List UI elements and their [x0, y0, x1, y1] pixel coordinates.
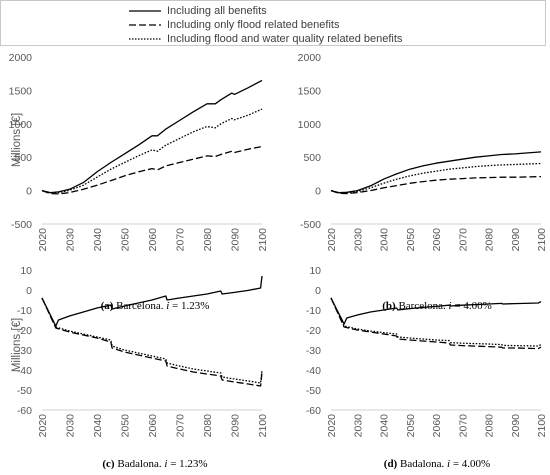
- y-tick-label: -40: [306, 365, 321, 377]
- x-tick-label: 2060: [431, 414, 443, 438]
- x-tick-label: 2100: [257, 228, 269, 252]
- x-tick-label: 2070: [457, 228, 469, 252]
- y-tick-label: 500: [14, 152, 32, 164]
- y-tick-label: 0: [26, 186, 32, 198]
- y-tick-label: -20: [17, 325, 32, 337]
- y-axis-label: Millions [€]: [11, 318, 23, 372]
- series-line-dotted: [41, 108, 263, 194]
- series-line-solid: [41, 79, 263, 194]
- x-tick-label: 2050: [405, 228, 417, 252]
- y-tick-label: -500: [300, 219, 321, 231]
- x-tick-label: 2040: [379, 414, 391, 438]
- y-tick-label: 2000: [298, 52, 322, 64]
- y-tick-label: 1000: [9, 119, 33, 131]
- y-tick-label: -60: [17, 405, 32, 417]
- y-tick-label: 2000: [9, 52, 33, 64]
- x-tick-label: 2100: [536, 414, 548, 438]
- series-line-long-dash: [330, 175, 542, 195]
- x-tick-label: 2060: [431, 228, 443, 252]
- legend-label: Including all benefits: [167, 5, 267, 17]
- y-tick-label: -500: [11, 219, 32, 231]
- x-tick-label: 2070: [457, 414, 469, 438]
- y-axis-label: Millions [€]: [11, 113, 23, 167]
- y-tick-label: 1000: [298, 119, 322, 131]
- chart-caption: (c) Badalona. i = 1.23%: [102, 458, 207, 470]
- x-tick-label: 2020: [37, 414, 49, 438]
- x-tick-label: 2020: [326, 228, 338, 252]
- x-tick-label: 2050: [405, 414, 417, 438]
- series-line-dotted: [330, 162, 542, 194]
- x-tick-label: 2040: [92, 414, 104, 438]
- chart-1: -500 0 500 1000 1500 2000 2020 2030 2040 2050 2060…: [9, 52, 269, 312]
- x-tick-label: 2040: [379, 228, 391, 252]
- x-tick-label: 2090: [230, 228, 242, 252]
- y-tick-label: -40: [17, 365, 32, 377]
- x-tick-label: 2090: [510, 228, 522, 252]
- y-tick-label: 1500: [9, 85, 33, 97]
- chart-caption: (d) Badalona. i = 4.00%: [384, 458, 490, 470]
- y-tick-label: -20: [306, 325, 321, 337]
- x-tick-label: 2020: [37, 228, 49, 252]
- series-line-dotted: [330, 297, 542, 347]
- y-tick-label: 0: [315, 285, 321, 297]
- legend-item-flood: Including only flood related benefits: [129, 19, 529, 33]
- x-tick-label: 2080: [202, 414, 214, 438]
- x-tick-label: 2060: [147, 414, 159, 438]
- legend-label: Including only flood related benefits: [167, 19, 340, 31]
- y-tick-label: 10: [309, 265, 321, 277]
- legend-swatch-solid: [129, 10, 161, 12]
- y-tick-label: -50: [306, 385, 321, 397]
- legend-label: Including flood and water quality relate…: [167, 33, 403, 45]
- x-tick-label: 2050: [120, 414, 132, 438]
- x-tick-label: 2030: [352, 228, 364, 252]
- y-tick-label: -30: [17, 345, 32, 357]
- x-tick-label: 2070: [175, 228, 187, 252]
- x-tick-label: 2080: [484, 228, 496, 252]
- x-tick-label: 2070: [175, 414, 187, 438]
- legend: Including all benefits Including only fl…: [0, 0, 546, 46]
- y-tick-label: -10: [306, 305, 321, 317]
- x-tick-label: 2090: [510, 414, 522, 438]
- series-line-solid: [330, 151, 542, 194]
- y-tick-label: -50: [17, 385, 32, 397]
- x-tick-label: 2050: [120, 228, 132, 252]
- y-tick-label: 1500: [298, 85, 322, 97]
- series-line-long-dash: [41, 145, 263, 195]
- x-tick-label: 2030: [65, 228, 77, 252]
- y-tick-label: 0: [315, 186, 321, 198]
- legend-swatch-dashed: [129, 24, 161, 26]
- x-tick-label: 2030: [65, 414, 77, 438]
- series-line-solid: [41, 275, 263, 327]
- chart-caption: (a) Barcelona. i = 1.23%: [101, 300, 210, 312]
- x-tick-label: 2040: [92, 228, 104, 252]
- series-line-solid: [330, 297, 542, 325]
- y-tick-label: 0: [26, 285, 32, 297]
- y-tick-label: -30: [306, 345, 321, 357]
- x-tick-label: 2060: [147, 228, 159, 252]
- y-tick-label: -60: [306, 405, 321, 417]
- x-tick-label: 2090: [230, 414, 242, 438]
- x-tick-label: 2100: [536, 228, 548, 252]
- x-tick-label: 2100: [257, 414, 269, 438]
- legend-item-flood-water: Including flood and water quality relate…: [129, 33, 529, 47]
- y-tick-label: 10: [20, 265, 32, 277]
- legend-item-all: Including all benefits: [129, 5, 529, 19]
- y-tick-label: -10: [17, 305, 32, 317]
- x-tick-label: 2020: [326, 414, 338, 438]
- chart-2: -500 0 500 1000 1500 2000 2020 2030 2040 2050 2060…: [298, 52, 548, 312]
- chart-3: -60 -50 -40 -30 -20 -10 0 10 2020 2030 2040 2050 206…: [11, 265, 269, 470]
- x-tick-label: 2080: [202, 228, 214, 252]
- y-tick-label: 500: [303, 152, 321, 164]
- chart-4: -60 -50 -40 -30 -20 -10 0 10 2020 2030 2040 2050 206…: [306, 265, 548, 470]
- series-line-long-dash: [330, 297, 542, 350]
- x-tick-label: 2080: [484, 414, 496, 438]
- x-tick-label: 2030: [352, 414, 364, 438]
- series-line-dotted: [41, 297, 263, 384]
- legend-swatch-dotted: [129, 38, 161, 40]
